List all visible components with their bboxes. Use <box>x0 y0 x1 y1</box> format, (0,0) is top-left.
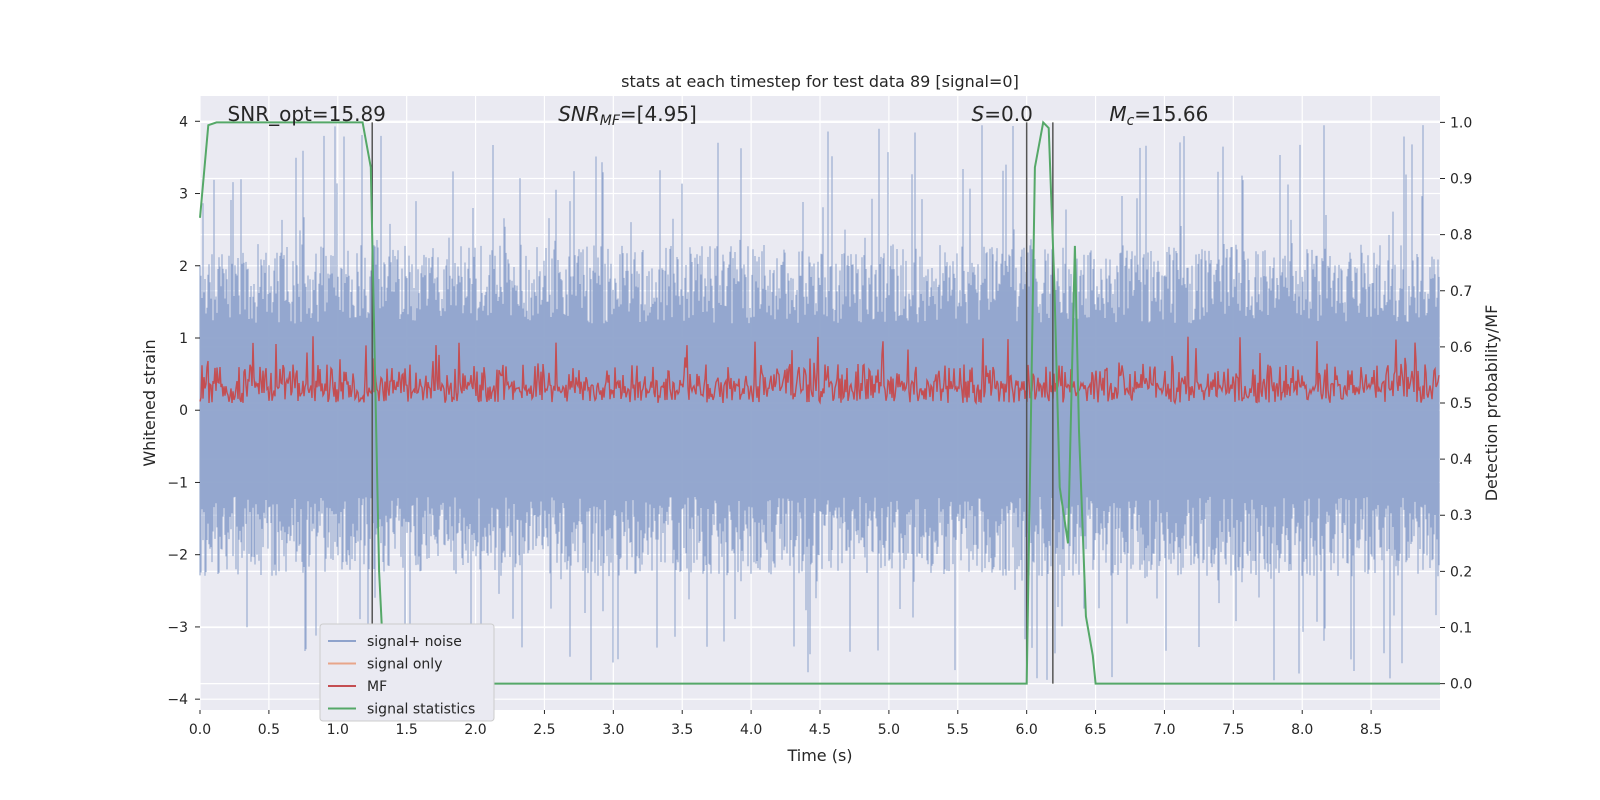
x-tick-label: 1.0 <box>327 722 349 738</box>
y-tick-label-right: 0.2 <box>1450 564 1472 580</box>
x-tick-label: 1.5 <box>396 722 418 738</box>
y-tick-label-left: 0 <box>179 403 188 419</box>
y-axis-label-left: Whitened strain <box>140 339 159 466</box>
signal-statistics-series <box>199 120 1440 685</box>
y-tick-label-left: 4 <box>179 114 188 130</box>
mf-line <box>199 336 1440 406</box>
x-tick-label: 7.5 <box>1222 722 1244 738</box>
y-tick-label-left: 2 <box>179 259 188 275</box>
y-tick-label-right: 0.5 <box>1450 396 1472 412</box>
y-tick-label-right: 0.4 <box>1450 452 1472 468</box>
tick-labels: 0.0 0.5 1.0 1.5 2.0 2.5 3.0 3.5 4.0 4.5 5.0 5.5 6.0 6… <box>167 114 1472 738</box>
y-tick-label-left: −3 <box>167 620 188 636</box>
x-tick-label: 3.0 <box>602 722 624 738</box>
y-axis-label-right: Detection probability/MF <box>1482 305 1501 502</box>
x-tick-label: 5.5 <box>947 722 969 738</box>
y-tick-label-right: 0.9 <box>1450 172 1472 188</box>
x-tick-label: 6.0 <box>1016 722 1038 738</box>
annotation-snr-mf: SNRMF=[4.95]SNRMF=[4.95] <box>558 102 697 129</box>
annotations: SNR_opt=15.89 SNRMF=[4.95]SNRMF=[4.95] S=0… <box>228 102 1209 129</box>
x-tick-label: 0.5 <box>258 722 280 738</box>
x-axis-label: Time (s) <box>786 746 852 765</box>
x-tick-label: 2.5 <box>533 722 555 738</box>
y-tick-label-left: 3 <box>179 187 188 203</box>
legend: signal+ noise signal only MF signal statist… <box>319 623 495 722</box>
x-tick-label: 2.0 <box>464 722 486 738</box>
x-tick-label: 0.0 <box>189 722 211 738</box>
y-tick-label-right: 0.8 <box>1450 228 1472 244</box>
x-tick-label: 6.5 <box>1084 722 1106 738</box>
x-tick-label: 3.5 <box>671 722 693 738</box>
chart-title: stats at each timestep for test data 89 … <box>621 72 1019 91</box>
y-tick-label-right: 0.1 <box>1450 620 1472 636</box>
legend-label: signal+ noise <box>367 634 462 650</box>
annotation-mc-val: Mc=15.66 <box>1109 102 1208 129</box>
x-tick-label: 4.5 <box>809 722 831 738</box>
y-tick-label-left: 1 <box>179 331 188 347</box>
y-tick-label-right: 1.0 <box>1450 115 1472 131</box>
legend-label: signal statistics <box>367 702 475 718</box>
x-tick-label: 4.0 <box>740 722 762 738</box>
y-tick-label-left: −4 <box>167 692 188 708</box>
annotation-snr-opt: SNR_opt=15.89 <box>228 102 386 126</box>
y-tick-label-right: 0.0 <box>1450 677 1472 693</box>
y-tick-label-left: −1 <box>167 475 188 491</box>
y-tick-label-right: 0.7 <box>1450 284 1472 300</box>
legend-label: MF <box>367 679 387 695</box>
x-tick-label: 7.0 <box>1153 722 1175 738</box>
x-tick-label: 8.5 <box>1360 722 1382 738</box>
y-tick-label-left: −2 <box>167 548 188 564</box>
y-tick-label-right: 0.6 <box>1450 340 1472 356</box>
y-tick-label-right: 0.3 <box>1450 508 1472 524</box>
x-tick-label: 8.0 <box>1291 722 1313 738</box>
annotation-s-val: S=0.0 <box>972 102 1033 126</box>
x-tick-label: 5.0 <box>878 722 900 738</box>
legend-label: signal only <box>367 657 442 673</box>
signal-statistics-line <box>199 120 1440 685</box>
mf-series <box>199 336 1440 406</box>
legend-box <box>319 623 495 722</box>
